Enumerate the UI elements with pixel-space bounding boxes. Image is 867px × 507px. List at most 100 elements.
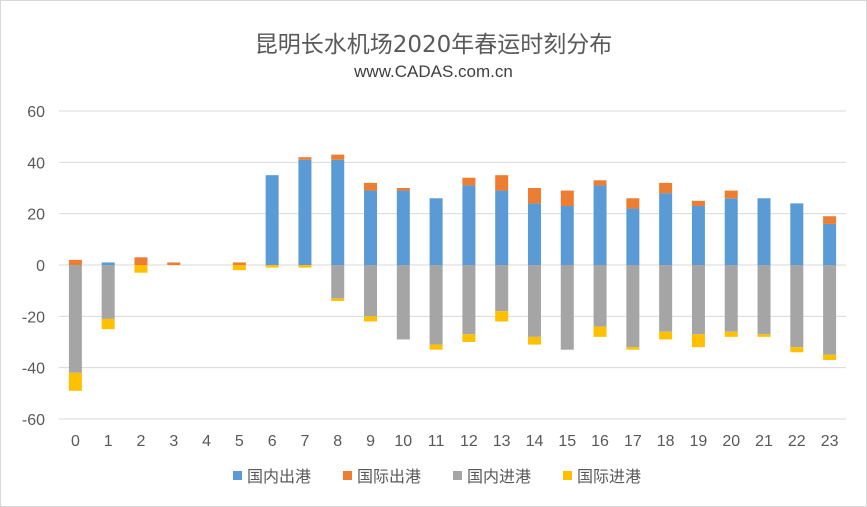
y-tick-label: 20 [27, 207, 45, 224]
gridlines [59, 110, 846, 420]
y-tick-label: 60 [27, 104, 45, 121]
bar-segment [101, 318, 115, 330]
bar-segment [593, 185, 607, 265]
bar-segment [790, 347, 804, 353]
bar-segment [757, 198, 771, 265]
bar-segment [495, 190, 509, 265]
bar-segment [134, 257, 148, 265]
bar-segment [823, 223, 837, 265]
bar-segment [462, 185, 476, 265]
x-tick-label: 1 [104, 433, 113, 450]
y-tick-label: -40 [22, 361, 45, 378]
bar-segment [495, 311, 509, 322]
x-tick-label: 20 [722, 433, 740, 450]
bar-segment [396, 190, 410, 265]
x-tick-label: 16 [591, 433, 609, 450]
bar-segment [265, 175, 279, 265]
x-tick-label: 19 [690, 433, 708, 450]
bar-segment [331, 298, 345, 301]
bar-segment [823, 354, 837, 360]
bar-segment [790, 203, 804, 265]
bar-segment [691, 265, 705, 335]
bar-segment [68, 372, 82, 391]
bar-segment [429, 344, 443, 350]
x-tick-label: 21 [755, 433, 773, 450]
x-tick-label: 13 [493, 433, 511, 450]
bar-segment [691, 334, 705, 348]
x-tick-label: 14 [526, 433, 544, 450]
bar-segment [757, 265, 771, 335]
chart-subtitle: www.CADAS.com.cn [354, 62, 513, 81]
bar-segment [495, 175, 509, 191]
chart-title: 昆明长水机场2020年春运时刻分布 [254, 32, 613, 58]
bar-segment [593, 265, 607, 327]
bar-segment [331, 265, 345, 299]
bar-segment [626, 208, 640, 265]
bar-segment [298, 159, 312, 265]
bar-segment [462, 177, 476, 186]
bar-segment [724, 198, 738, 265]
bar-segment [68, 265, 82, 373]
bar-segment [823, 265, 837, 355]
x-tick-label: 5 [235, 433, 244, 450]
bar-segment [626, 265, 640, 348]
x-tick-label: 6 [268, 433, 277, 450]
legend-label: 国内进港 [467, 467, 531, 486]
legend-swatch [563, 471, 572, 480]
bar-segment [659, 193, 673, 265]
bar-segment [265, 265, 279, 268]
bar-segment [626, 347, 640, 350]
x-tick-label: 10 [394, 433, 412, 450]
legend-label: 国内出港 [247, 467, 311, 486]
x-tick-label: 4 [202, 433, 211, 450]
x-tick-label: 8 [333, 433, 342, 450]
bar-segment [364, 265, 378, 317]
bar-segment [298, 157, 312, 160]
bar-segment [232, 265, 246, 271]
legend-label: 国际进港 [577, 467, 641, 486]
bar-segment [396, 188, 410, 191]
bar-segment [724, 265, 738, 332]
legend: 国内出港 国际出港 国内进港 国际进港 [233, 467, 641, 486]
bar-segment [364, 182, 378, 191]
bar-segment [232, 262, 246, 265]
bar-segment [560, 205, 574, 265]
bar-segment [560, 265, 574, 350]
bar-segment [364, 316, 378, 322]
y-tick-label: -20 [22, 309, 45, 326]
bar-segment [429, 265, 443, 345]
x-tick-label: 22 [788, 433, 806, 450]
bar-segment [527, 188, 541, 204]
x-tick-label: 3 [169, 433, 178, 450]
bar-segment [364, 190, 378, 265]
x-tick-label: 0 [71, 433, 80, 450]
bar-segment [101, 262, 115, 265]
bar-segment [659, 265, 673, 332]
bar-segment [462, 265, 476, 335]
x-axis-labels: 0 1 2 3 4 5 6 7 8 9 10 11 12 13 14 15 16 17 18 19 20 21 22 23 [71, 433, 839, 450]
x-tick-label: 23 [821, 433, 839, 450]
legend-swatch [233, 471, 242, 480]
bar-segment [659, 182, 673, 194]
bar-segment [495, 265, 509, 312]
bar-segment [757, 334, 771, 337]
bar-segment [134, 265, 148, 273]
bars [68, 154, 837, 391]
bar-segment [167, 262, 181, 265]
legend-label: 国际出港 [357, 467, 421, 486]
bar-segment [593, 326, 607, 337]
bar-segment [68, 259, 82, 265]
x-tick-label: 17 [624, 433, 642, 450]
bar-segment [724, 190, 738, 199]
bar-segment [462, 334, 476, 342]
x-tick-label: 12 [460, 433, 478, 450]
bar-segment [691, 205, 705, 265]
y-tick-label: 0 [36, 258, 45, 275]
bar-segment [331, 154, 345, 160]
bar-segment [396, 265, 410, 340]
bar-segment [790, 265, 804, 348]
bar-segment [659, 331, 673, 340]
bar-segment [331, 159, 345, 265]
x-tick-label: 15 [558, 433, 576, 450]
